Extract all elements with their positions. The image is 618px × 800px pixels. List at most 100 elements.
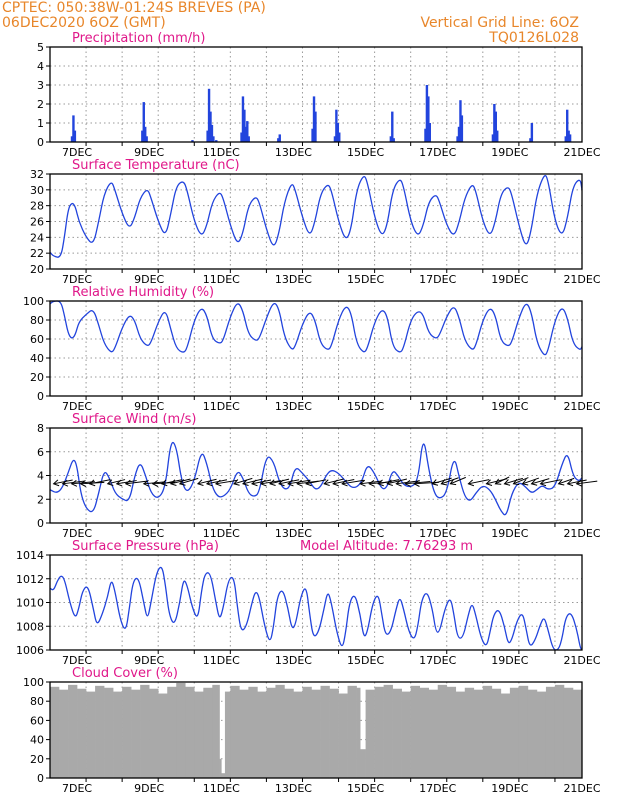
wind-arrow-shaft <box>531 478 550 485</box>
pres-xtick-label: 9DEC <box>134 654 164 667</box>
pres-title: Surface Pressure (hPa) <box>72 539 219 554</box>
wind-arrow <box>251 479 272 487</box>
wind-arrow <box>233 477 253 486</box>
wind-arrow-shaft <box>576 480 598 485</box>
cloud-ytick-label: 60 <box>30 714 44 727</box>
cloud-bar <box>275 684 285 778</box>
wind-arrow-head <box>440 479 448 486</box>
precip-bar <box>459 100 462 142</box>
cloud-bar <box>122 686 132 778</box>
precip-panel: Precipitation (mm/h) 0 1 2 3 4 5 7DEC 9DEC 11DEC 1… <box>37 31 601 159</box>
precip-bar <box>278 134 281 142</box>
cloud-xtick-label: 17DEC <box>419 782 456 795</box>
wind-arrow-head <box>214 479 222 487</box>
wind-arrow-head <box>530 479 538 486</box>
wind-arrow <box>431 477 452 486</box>
wind-arrow <box>269 478 290 487</box>
precip-ytick-label: 0 <box>37 136 44 149</box>
cloud-bar <box>59 689 69 778</box>
rh-xtick-label: 19DEC <box>491 400 528 413</box>
pres-ytick-label: 1010 <box>16 597 44 610</box>
cloud-ytick-label: 0 <box>37 772 44 785</box>
temp-xtick-label: 17DEC <box>419 273 456 286</box>
temp-ytick-label: 28 <box>30 200 44 213</box>
rh-xtick-label: 9DEC <box>134 400 164 413</box>
wind-title: Surface Wind (m/s) <box>72 412 196 427</box>
wind-arrow-head <box>413 480 420 487</box>
wind-arrow-head <box>395 479 402 487</box>
wind-arrow-shaft <box>342 479 364 485</box>
wind-arrow-head <box>151 480 159 487</box>
temp-xtick-label: 11DEC <box>203 273 240 286</box>
cloud-bar <box>239 689 249 778</box>
cloud-bar <box>219 758 222 778</box>
wind-arrow-head <box>386 479 393 487</box>
temp-xtick-label: 9DEC <box>134 273 164 286</box>
precip-bar <box>567 130 570 142</box>
precip-xtick-label: 7DEC <box>62 146 92 159</box>
precip-bar <box>277 138 280 142</box>
precip-xtick-label: 9DEC <box>134 146 164 159</box>
wind-xtick-label: 9DEC <box>134 527 164 540</box>
wind-arrow-head <box>88 479 96 487</box>
cloud-ytick-label: 40 <box>30 734 44 747</box>
precip-bar <box>336 123 340 142</box>
cloud-bar <box>320 685 330 778</box>
cloud-frame <box>49 681 583 779</box>
wind-arrow <box>196 478 217 487</box>
temp-line <box>49 175 583 258</box>
wind-arrow-shaft <box>233 477 253 485</box>
rh-ytick-label: 20 <box>30 371 44 384</box>
wind-arrow <box>557 477 575 486</box>
cloud-ytick-label: 100 <box>23 676 44 689</box>
precip-bar <box>210 124 214 142</box>
cloud-bar <box>455 691 466 778</box>
temp-panel: Surface Temperature (nC) 20 22 24 26 28 30 32 7D… <box>30 158 601 286</box>
cloud-bar <box>140 684 150 778</box>
cloud-bar <box>158 693 168 778</box>
wind-arrow-head <box>260 479 267 487</box>
cloud-xtick-label: 13DEC <box>275 782 312 795</box>
wind-arrow <box>503 477 523 486</box>
wind-arrow-shaft <box>161 479 183 485</box>
rh-frame <box>49 300 583 397</box>
precip-bar <box>338 132 341 142</box>
precip-bar <box>70 136 74 142</box>
rh-xtick-label: 13DEC <box>275 400 312 413</box>
wind-ytick-label: 8 <box>37 422 44 435</box>
wind-arrow-shaft <box>269 478 290 485</box>
wind-arrow <box>205 479 228 487</box>
wind-arrow-shaft <box>278 479 300 485</box>
cloud-bar <box>374 686 384 778</box>
precip-bar <box>391 111 394 142</box>
cloud-xtick-label: 21DEC <box>563 782 600 795</box>
precip-bar <box>209 111 212 142</box>
wind-arrow-head <box>115 479 123 487</box>
wind-arrow-head <box>404 479 411 487</box>
wind-arrow-head <box>233 479 240 486</box>
precip-bar <box>206 130 209 142</box>
cloud-bar <box>113 691 123 778</box>
rh-xtick-label: 15DEC <box>347 400 384 413</box>
wind-arrow-head <box>431 479 439 486</box>
wind-arrow-shaft <box>504 477 523 485</box>
pres-frame <box>49 554 583 651</box>
wind-arrow-shaft <box>405 480 431 485</box>
precip-bar <box>141 130 144 142</box>
wind-arrow-head <box>368 479 375 487</box>
precip-bar <box>493 104 496 142</box>
cloud-bar <box>167 686 177 778</box>
precip-bar <box>241 96 245 142</box>
cloud-bar <box>419 687 430 778</box>
precip-frame <box>49 46 583 143</box>
wind-arrow-shaft <box>522 477 540 485</box>
wind-xtick-label: 21DEC <box>563 527 600 540</box>
temp-xtick-label: 13DEC <box>275 273 312 286</box>
wind-arrow-head <box>557 479 565 486</box>
header-run-time: 06DEC2020 6OZ (GMT) <box>2 15 166 31</box>
wind-arrow-head <box>512 478 520 486</box>
pres-ytick-label: 1006 <box>16 644 44 657</box>
precip-xtick-label: 17DEC <box>419 146 456 159</box>
precip-bar <box>333 136 337 142</box>
cloud-bar <box>509 687 520 778</box>
